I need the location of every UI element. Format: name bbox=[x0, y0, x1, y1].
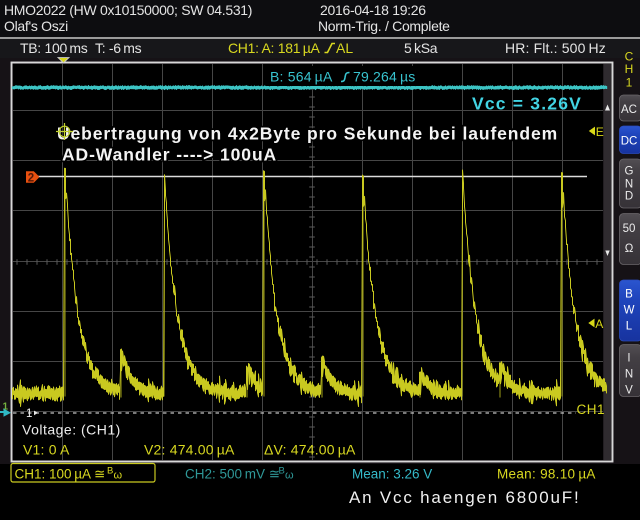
svg-text:HR: Flt.: 500 Hz: HR: Flt.: 500 Hz bbox=[505, 40, 606, 56]
svg-text:CH2: 500 mV ≅: CH2: 500 mV ≅ bbox=[185, 467, 280, 482]
svg-text:50: 50 bbox=[623, 223, 636, 235]
svg-text:G: G bbox=[625, 166, 634, 178]
svg-text:HMO2022 (HW 0x10150000; SW 04.: HMO2022 (HW 0x10150000; SW 04.531) bbox=[4, 2, 252, 18]
svg-text:2016-04-18 19:26: 2016-04-18 19:26 bbox=[320, 2, 426, 18]
svg-text:Ω: Ω bbox=[625, 243, 634, 255]
svg-text:W: W bbox=[624, 305, 635, 317]
svg-text:I: I bbox=[627, 353, 630, 365]
svg-text:1: 1 bbox=[626, 75, 633, 89]
svg-text:B: 564 µA: B: 564 µA bbox=[270, 69, 333, 85]
svg-text:AD-Wandler ----> 100uA: AD-Wandler ----> 100uA bbox=[62, 145, 277, 165]
svg-text:V: V bbox=[625, 385, 633, 397]
svg-text:TB: 100 ms: TB: 100 ms bbox=[20, 40, 88, 56]
svg-text:CH1: 100 µA ≅: CH1: 100 µA ≅ bbox=[15, 467, 106, 482]
svg-text:H: H bbox=[625, 62, 634, 76]
svg-text:Vcc = 3.26V: Vcc = 3.26V bbox=[472, 94, 582, 114]
svg-text:ω: ω bbox=[285, 470, 294, 482]
svg-text:V1: 0 A: V1: 0 A bbox=[23, 442, 70, 458]
svg-text:Voltage: (CH1): Voltage: (CH1) bbox=[22, 422, 121, 438]
svg-text:CH1: CH1 bbox=[577, 402, 606, 417]
svg-text:AL: AL bbox=[336, 40, 353, 56]
svg-text:E: E bbox=[596, 125, 604, 139]
svg-text:Norm-Trig. / Complete: Norm-Trig. / Complete bbox=[318, 18, 450, 34]
svg-text:L: L bbox=[626, 321, 633, 333]
svg-text:V2: 474.00 µA: V2: 474.00 µA bbox=[144, 442, 235, 458]
svg-text:Uebertragung von 4x2Byte pro S: Uebertragung von 4x2Byte pro Sekunde bei… bbox=[57, 124, 558, 144]
svg-text:B: B bbox=[625, 289, 633, 301]
svg-text:1: 1 bbox=[26, 408, 32, 420]
svg-text:A: A bbox=[595, 317, 603, 331]
svg-text:Mean: 3.26 V: Mean: 3.26 V bbox=[352, 467, 432, 482]
svg-text:DC: DC bbox=[621, 135, 638, 147]
svg-text:B: B bbox=[279, 466, 285, 477]
svg-text:N: N bbox=[625, 179, 633, 191]
svg-text:2: 2 bbox=[28, 172, 34, 184]
svg-text:5 kSa: 5 kSa bbox=[404, 40, 438, 56]
svg-text:B: B bbox=[107, 466, 113, 477]
svg-text:79.264 µs: 79.264 µs bbox=[353, 69, 416, 85]
svg-text:An Vcc haengen 6800uF!: An Vcc haengen 6800uF! bbox=[349, 488, 580, 507]
svg-text:C: C bbox=[625, 49, 634, 63]
svg-text:ω: ω bbox=[114, 470, 123, 482]
svg-text:Mean: 98.10 µA: Mean: 98.10 µA bbox=[497, 467, 596, 482]
svg-text:Olaf's Oszi: Olaf's Oszi bbox=[4, 18, 68, 34]
svg-text:AC: AC bbox=[621, 104, 637, 116]
svg-text:T: -6 ms: T: -6 ms bbox=[95, 40, 142, 56]
svg-text:ΔV: 474.00 µA: ΔV: 474.00 µA bbox=[264, 442, 356, 458]
svg-text:N: N bbox=[625, 369, 633, 381]
svg-text:1: 1 bbox=[3, 402, 9, 413]
svg-text:CH1: A: 181 µA: CH1: A: 181 µA bbox=[228, 40, 320, 56]
svg-text:D: D bbox=[625, 191, 633, 203]
